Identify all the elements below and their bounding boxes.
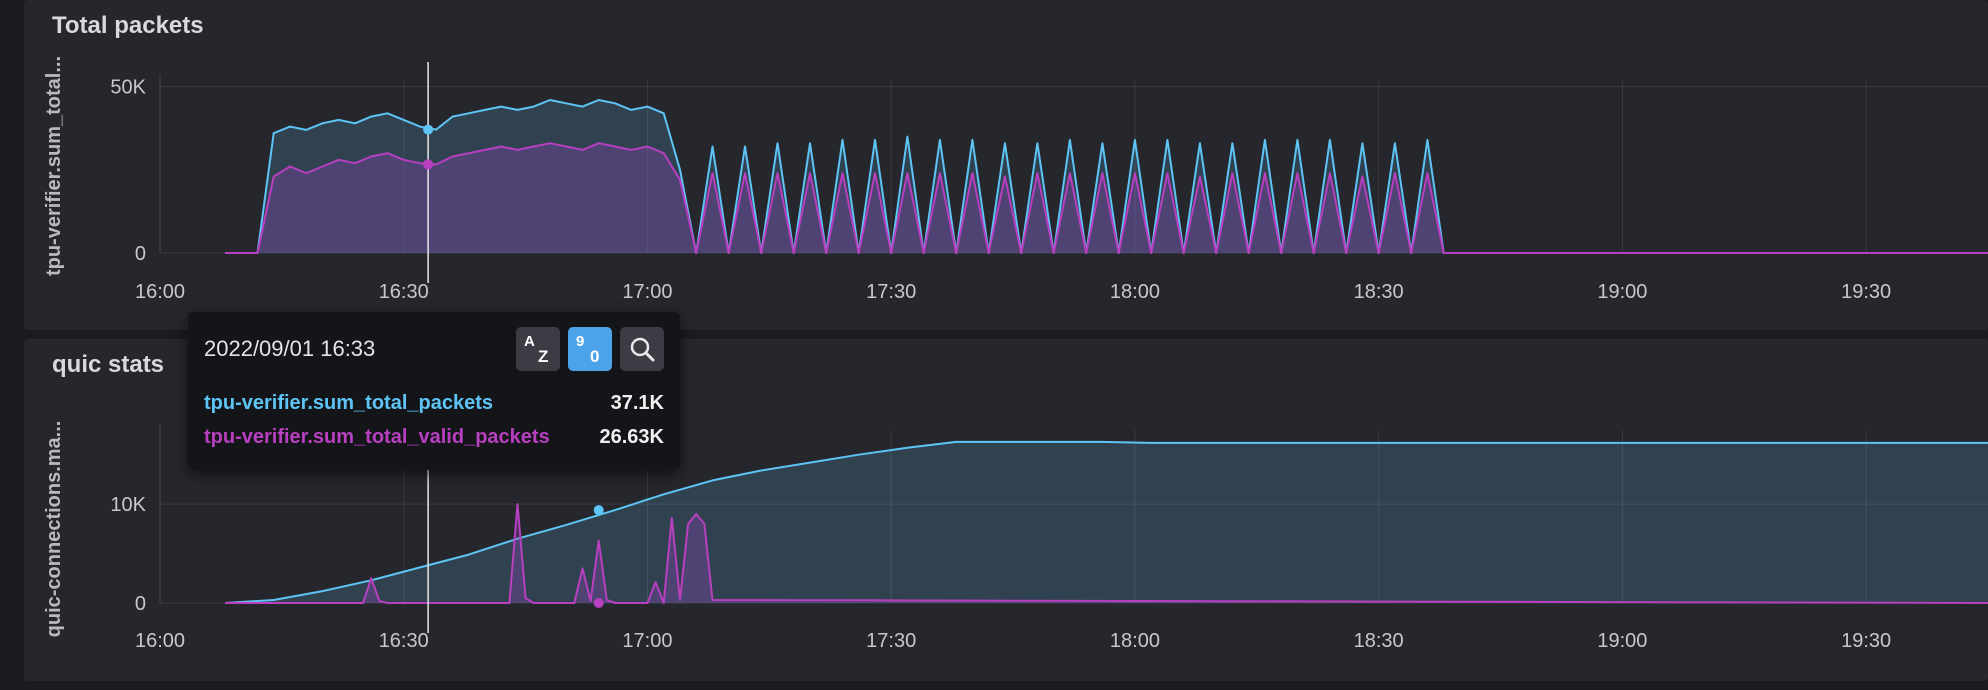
tooltip-series-value: 26.63K	[599, 426, 665, 448]
panel-header[interactable]: quic stats	[24, 339, 1988, 395]
tooltip-series-name: tpu-verifier.sum_total_packets	[204, 392, 493, 414]
tooltip-search-button[interactable]	[620, 327, 664, 371]
hover-tooltip: 2022/09/01 16:33 A Z 9 0 tpu-verifier.su…	[188, 312, 680, 470]
hover-point	[593, 505, 604, 516]
x-tick-label: 18:00	[1110, 281, 1160, 303]
hover-point	[423, 124, 434, 135]
sort-numeric-button[interactable]: 9 0	[568, 327, 612, 371]
y-tick-label: 10K	[110, 494, 146, 516]
tooltip-series-value: 37.1K	[610, 392, 664, 414]
tooltip-series-name: tpu-verifier.sum_total_valid_packets	[204, 426, 550, 448]
series-area	[225, 441, 1988, 603]
tooltip-row: tpu-verifier.sum_total_valid_packets 26.…	[204, 426, 664, 452]
x-tick-label: 17:30	[866, 281, 916, 303]
x-tick-label: 17:30	[866, 630, 916, 652]
x-tick-label: 16:30	[379, 281, 429, 303]
sort-num-top-digit: 9	[576, 333, 585, 350]
x-tick-label: 16:30	[379, 630, 429, 652]
total-packets-panel: Total packets	[24, 0, 1988, 330]
panel-title: quic stats	[52, 351, 165, 378]
tooltip-row: tpu-verifier.sum_total_packets 37.1K	[204, 392, 664, 418]
y-axis-title: tpu-verifier.sum_total...	[43, 56, 65, 276]
sort-az-top-letter: A	[524, 333, 535, 350]
x-tick-label: 19:30	[1841, 281, 1891, 303]
sort-num-bottom-digit: 0	[590, 347, 600, 366]
series-line	[225, 503, 1988, 604]
hover-point	[423, 159, 434, 170]
y-axis-title: quic-connections.ma...	[43, 421, 65, 638]
series-line	[224, 440, 1988, 604]
y-tick-label: 0	[135, 243, 146, 265]
tooltip-timestamp: 2022/09/01 16:33	[204, 336, 376, 361]
x-tick-label: 18:30	[1354, 630, 1404, 652]
series-line	[225, 142, 1988, 254]
x-tick-label: 16:00	[135, 281, 185, 303]
x-tick-label: 17:00	[622, 281, 672, 303]
magnifier-icon	[630, 337, 655, 362]
y-tick-label: 0	[135, 593, 146, 615]
panel-title: Total packets	[52, 12, 204, 39]
x-tick-label: 18:30	[1354, 281, 1404, 303]
hover-point	[593, 598, 604, 608]
x-tick-label: 19:30	[1841, 630, 1891, 652]
sort-az-bottom-letter: Z	[538, 347, 549, 366]
x-tick-label: 18:00	[1110, 630, 1160, 652]
sort-alphabetical-button[interactable]: A Z	[516, 327, 560, 371]
x-tick-label: 19:00	[1597, 281, 1647, 303]
x-tick-label: 19:00	[1597, 630, 1647, 652]
x-tick-label: 17:00	[622, 630, 672, 652]
panel-header[interactable]: Total packets	[24, 0, 1988, 56]
x-tick-label: 16:00	[135, 630, 185, 652]
y-tick-label: 50K	[110, 77, 146, 99]
